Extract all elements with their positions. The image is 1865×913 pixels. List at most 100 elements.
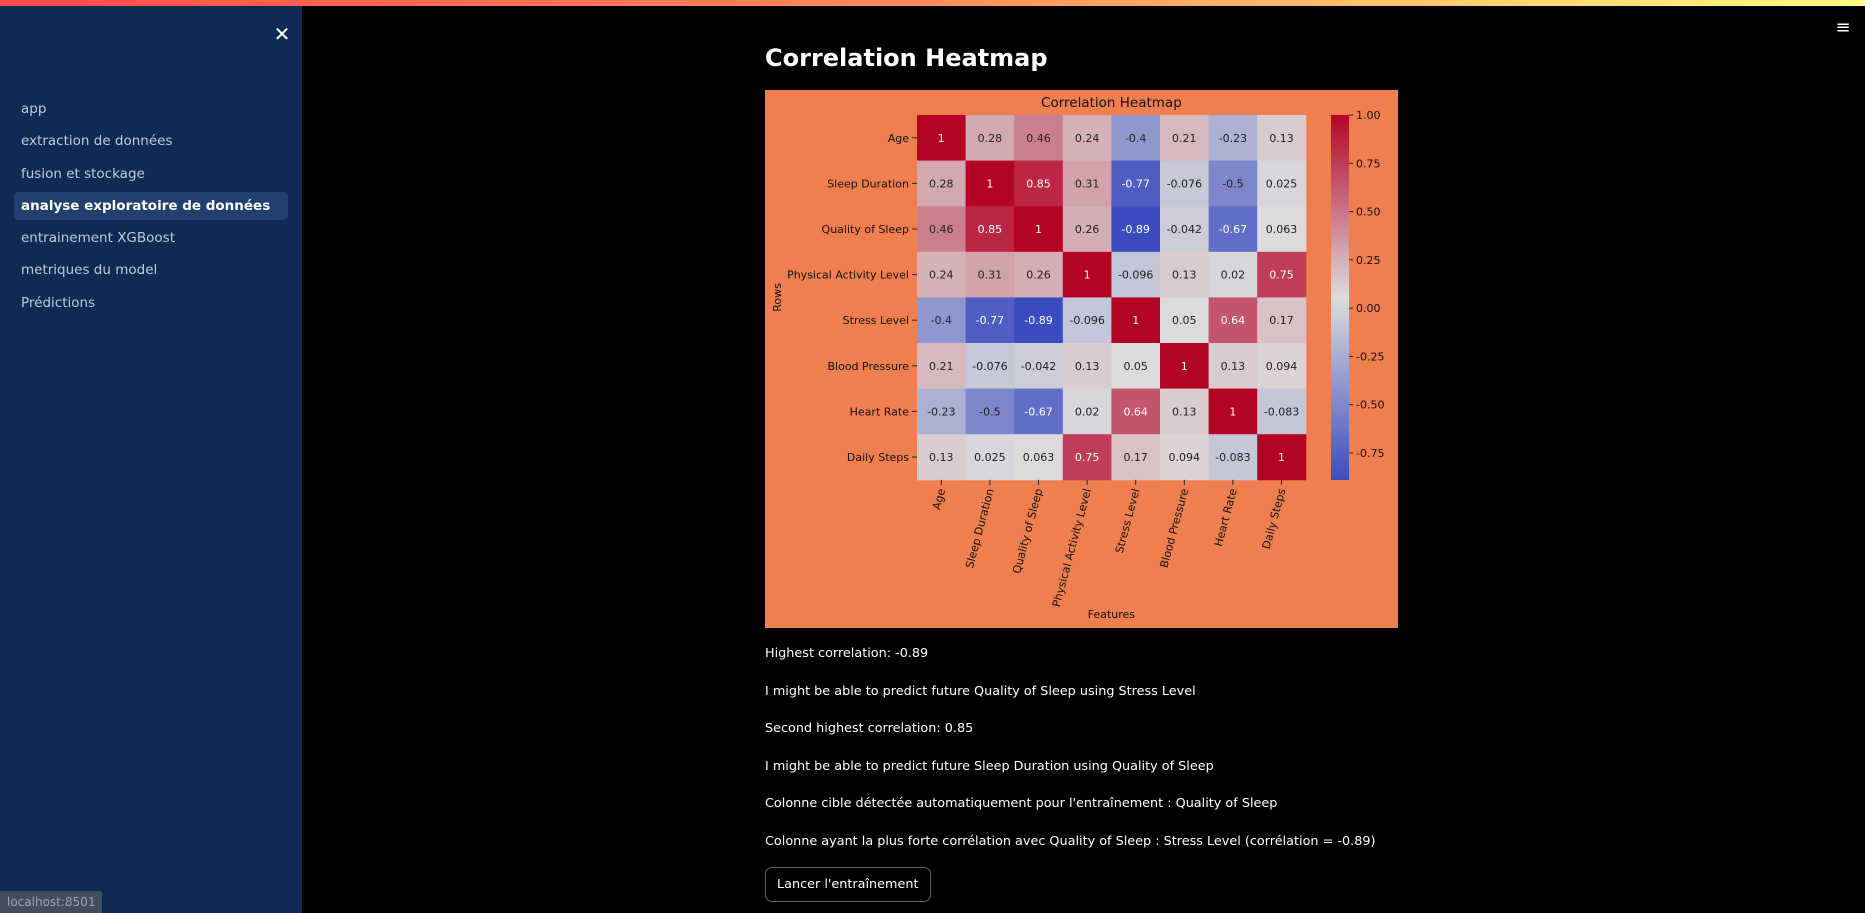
heatmap-cell-value: 1 bbox=[986, 177, 993, 190]
heatmap-cell bbox=[1160, 160, 1210, 207]
message-5: Colonne ayant la plus forte corrélation … bbox=[765, 834, 1376, 849]
sidebar-item-0[interactable]: app bbox=[21, 101, 47, 117]
heatmap-cell-value: 0.05 bbox=[1123, 360, 1148, 373]
heatmap-cell-value: -0.77 bbox=[1121, 177, 1149, 190]
heatmap-cell-value: -0.4 bbox=[1125, 132, 1146, 145]
x-tick-label: Daily Steps bbox=[1260, 487, 1289, 551]
y-tick-label: Physical Activity Level bbox=[787, 269, 909, 282]
heatmap-cell bbox=[1111, 297, 1161, 344]
heatmap-cell-value: -0.23 bbox=[927, 405, 955, 418]
heatmap-cell-value: 1 bbox=[938, 132, 945, 145]
hamburger-menu-icon[interactable]: ≡ bbox=[1835, 17, 1851, 38]
x-axis-label: Features bbox=[1088, 608, 1136, 621]
heatmap-cell-value: -0.67 bbox=[1219, 223, 1247, 236]
colorbar-tick-label: 0.25 bbox=[1356, 254, 1381, 267]
heatmap-cell-value: 0.025 bbox=[974, 451, 1006, 464]
x-tick-label: Stress Level bbox=[1113, 487, 1143, 554]
heatmap-cell bbox=[965, 434, 1015, 481]
sidebar-item-5[interactable]: metriques du model bbox=[21, 262, 158, 279]
heatmap-cell-value: 0.28 bbox=[978, 132, 1003, 145]
heatmap-cell-value: 0.13 bbox=[929, 451, 954, 464]
heatmap-cell bbox=[1160, 343, 1210, 390]
heatmap-cell-value: 0.26 bbox=[1026, 269, 1051, 282]
heatmap-cell-value: -0.042 bbox=[1021, 360, 1056, 373]
heatmap-cell-value: 0.26 bbox=[1075, 223, 1100, 236]
heatmap-cell bbox=[1062, 388, 1112, 435]
heatmap-cell bbox=[1160, 388, 1210, 435]
heatmap-cell bbox=[1160, 251, 1210, 298]
sidebar-item-2[interactable]: fusion et stockage bbox=[21, 165, 145, 182]
x-tick-label: Physical Activity Level bbox=[1050, 487, 1094, 608]
message-2: Second highest correlation: 0.85 bbox=[765, 721, 974, 736]
heatmap-cell-value: 0.094 bbox=[1266, 360, 1298, 373]
train-button[interactable]: Lancer l'entraînement bbox=[765, 867, 931, 902]
heatmap-figure: Correlation Heatmap 1 0.28 0.46 0.24 -0.4 0.21… bbox=[765, 90, 1398, 628]
heatmap-cell bbox=[1014, 115, 1064, 162]
heatmap-cell bbox=[965, 160, 1015, 207]
page-title: Correlation Heatmap bbox=[765, 44, 1048, 72]
colorbar-tick-label: -0.75 bbox=[1356, 447, 1384, 460]
heatmap-cell bbox=[1111, 160, 1161, 207]
heatmap-cell bbox=[1111, 206, 1161, 253]
heatmap-cell-value: 0.02 bbox=[1221, 269, 1246, 282]
heatmap-cell bbox=[917, 434, 967, 481]
heatmap-cell-value: 0.31 bbox=[978, 269, 1003, 282]
heatmap-cell-value: -0.89 bbox=[1024, 314, 1052, 327]
heatmap-cell bbox=[1014, 160, 1064, 207]
heatmap-cell bbox=[917, 251, 967, 298]
heatmap-cell bbox=[1111, 388, 1161, 435]
sidebar-item-1[interactable]: extraction de données bbox=[21, 133, 173, 150]
heatmap-cell bbox=[1257, 388, 1307, 435]
heatmap-cell bbox=[965, 206, 1015, 253]
heatmap-cell bbox=[917, 388, 967, 435]
colorbar-tick-label: -0.50 bbox=[1356, 399, 1384, 412]
heatmap-cell bbox=[1257, 160, 1307, 207]
heatmap-cell-value: -0.083 bbox=[1215, 451, 1250, 464]
heatmap-cell-value: -0.083 bbox=[1264, 405, 1299, 418]
heatmap-cell bbox=[1208, 115, 1258, 162]
heatmap-cell-value: 0.063 bbox=[1023, 451, 1055, 464]
heatmap-cell-value: 0.24 bbox=[1075, 132, 1100, 145]
heatmap-cell bbox=[1208, 160, 1258, 207]
close-icon[interactable]: ✕ bbox=[273, 22, 291, 46]
heatmap-cell bbox=[1111, 251, 1161, 298]
status-url: localhost:8501 bbox=[0, 891, 103, 913]
heatmap-title: Correlation Heatmap bbox=[1041, 95, 1182, 111]
message-4: Colonne cible détectée automatiquement p… bbox=[765, 796, 1278, 811]
heatmap-cell bbox=[1062, 206, 1112, 253]
sidebar-item-3[interactable]: analyse exploratoire de données bbox=[14, 191, 288, 220]
heatmap-cell bbox=[1257, 434, 1307, 481]
heatmap-cell-value: 1 bbox=[1132, 314, 1139, 327]
heatmap-cell-value: -0.096 bbox=[1069, 314, 1104, 327]
heatmap-cell-value: 0.31 bbox=[1075, 177, 1100, 190]
heatmap-cell-value: 0.46 bbox=[1026, 132, 1051, 145]
heatmap-cell bbox=[917, 115, 967, 162]
heatmap-cell-value: 0.02 bbox=[1075, 405, 1100, 418]
y-tick-label: Heart Rate bbox=[850, 405, 910, 418]
heatmap-cell-value: 1 bbox=[1084, 269, 1091, 282]
heatmap-cell-value: 1 bbox=[1181, 360, 1188, 373]
heatmap-cell bbox=[1062, 434, 1112, 481]
heatmap-cell bbox=[1257, 115, 1307, 162]
colorbar-tick-label: 0.50 bbox=[1356, 206, 1381, 219]
heatmap-cell bbox=[965, 388, 1015, 435]
colorbar-tick-label: 1.00 bbox=[1356, 109, 1381, 122]
heatmap-cell-value: -0.89 bbox=[1121, 223, 1149, 236]
heatmap-cell-value: 0.13 bbox=[1172, 405, 1197, 418]
heatmap-chart: Correlation Heatmap 1 0.28 0.46 0.24 -0.4 0.21… bbox=[771, 95, 1384, 621]
sidebar-item-6[interactable]: Prédictions bbox=[21, 294, 96, 311]
heatmap-cell bbox=[1062, 251, 1112, 298]
heatmap-cell-value: -0.076 bbox=[1167, 177, 1202, 190]
heatmap-cell bbox=[917, 206, 967, 253]
heatmap-cell-value: 0.094 bbox=[1169, 451, 1201, 464]
y-tick-label: Stress Level bbox=[843, 314, 909, 327]
heatmap-cell bbox=[1014, 388, 1064, 435]
heatmap-cell-value: 0.13 bbox=[1269, 132, 1294, 145]
top-decoration-bar bbox=[0, 0, 1865, 6]
heatmap-cell-value: 0.025 bbox=[1266, 177, 1298, 190]
heatmap-cell bbox=[1208, 388, 1258, 435]
heatmap-cell-value: -0.042 bbox=[1167, 223, 1202, 236]
heatmap-cell bbox=[1257, 206, 1307, 253]
heatmap-cell bbox=[1208, 206, 1258, 253]
sidebar-item-4[interactable]: entrainement XGBoost bbox=[21, 230, 176, 247]
